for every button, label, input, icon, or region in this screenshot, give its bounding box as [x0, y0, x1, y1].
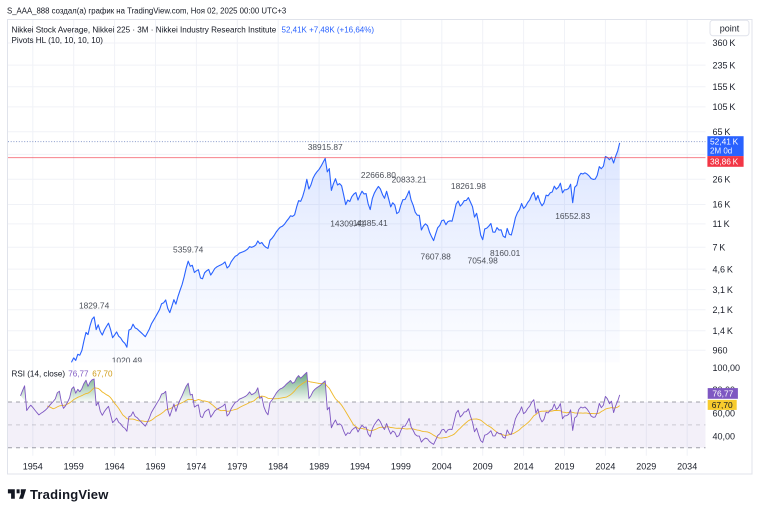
svg-text:155 K: 155 K [713, 82, 736, 92]
svg-text:2019: 2019 [554, 462, 574, 472]
svg-text:RSI (14, close): RSI (14, close) [12, 370, 66, 379]
svg-text:16 K: 16 K [713, 200, 731, 210]
svg-text:7607.88: 7607.88 [421, 252, 452, 262]
svg-text:26 K: 26 K [713, 175, 731, 185]
svg-text:38,86 K: 38,86 K [710, 156, 739, 166]
svg-text:235 K: 235 K [713, 60, 736, 70]
svg-text:16552.83: 16552.83 [555, 211, 590, 221]
svg-text:11 K: 11 K [713, 219, 730, 229]
svg-text:38915.87: 38915.87 [308, 142, 343, 152]
svg-text:1969: 1969 [145, 462, 165, 472]
svg-text:22666.80: 22666.80 [361, 170, 396, 180]
svg-text:100,00: 100,00 [713, 363, 741, 373]
svg-text:40,00: 40,00 [713, 432, 736, 442]
svg-text:2M 0d: 2M 0d [710, 146, 732, 155]
svg-text:2029: 2029 [636, 462, 656, 472]
svg-text:76,77: 76,77 [712, 388, 733, 398]
svg-text:point: point [720, 23, 740, 33]
svg-text:1994: 1994 [350, 462, 370, 472]
svg-text:1999: 1999 [391, 462, 411, 472]
svg-text:20833.21: 20833.21 [392, 174, 427, 184]
svg-text:TradingView: TradingView [30, 487, 109, 502]
svg-text:1020.49: 1020.49 [112, 356, 143, 366]
svg-text:8160.01: 8160.01 [490, 248, 521, 258]
svg-text:67,70: 67,70 [92, 370, 113, 379]
svg-text:52,41 K: 52,41 K [710, 137, 739, 147]
svg-text:360 K: 360 K [713, 38, 736, 48]
svg-text:14485.41: 14485.41 [353, 218, 388, 228]
svg-text:1989: 1989 [309, 462, 329, 472]
svg-text:52,41K +7,48K (+16,64%): 52,41K +7,48K (+16,64%) [282, 25, 375, 34]
svg-text:3,1 K: 3,1 K [713, 285, 733, 295]
svg-text:1979: 1979 [227, 462, 247, 472]
svg-text:1959: 1959 [64, 462, 84, 472]
svg-text:960: 960 [713, 346, 728, 356]
svg-text:1984: 1984 [268, 462, 288, 472]
svg-text:1964: 1964 [105, 462, 125, 472]
svg-text:Nikkei Stock Average, Nikkei 2: Nikkei Stock Average, Nikkei 225 · 3M · … [12, 25, 277, 34]
svg-text:1954: 1954 [23, 462, 43, 472]
svg-text:2,1 K: 2,1 K [713, 305, 733, 315]
svg-text:4,6 K: 4,6 K [713, 264, 733, 274]
svg-text:7054.98: 7054.98 [468, 255, 499, 265]
svg-text:2024: 2024 [595, 462, 615, 472]
svg-text:1829.74: 1829.74 [79, 300, 110, 310]
svg-text:1,4 K: 1,4 K [713, 326, 733, 336]
svg-text:S_AAA_888 создал(а) график на: S_AAA_888 создал(а) график на TradingVie… [7, 6, 286, 15]
svg-text:Pivots HL (10, 10, 10, 10): Pivots HL (10, 10, 10, 10) [12, 36, 104, 45]
svg-text:5359.74: 5359.74 [173, 245, 204, 255]
svg-text:2004: 2004 [432, 462, 452, 472]
svg-text:60,00: 60,00 [713, 409, 736, 419]
svg-text:7 K: 7 K [713, 243, 726, 253]
svg-text:1974: 1974 [186, 462, 206, 472]
svg-text:67,70: 67,70 [712, 400, 733, 410]
svg-text:2034: 2034 [677, 462, 697, 472]
svg-text:2014: 2014 [514, 462, 534, 472]
svg-text:2009: 2009 [473, 462, 493, 472]
svg-text:18261.98: 18261.98 [451, 181, 486, 191]
svg-text:105 K: 105 K [713, 102, 736, 112]
svg-text:14309.41: 14309.41 [330, 219, 365, 229]
svg-text:76,77: 76,77 [68, 370, 89, 379]
svg-text:65 K: 65 K [713, 127, 731, 137]
